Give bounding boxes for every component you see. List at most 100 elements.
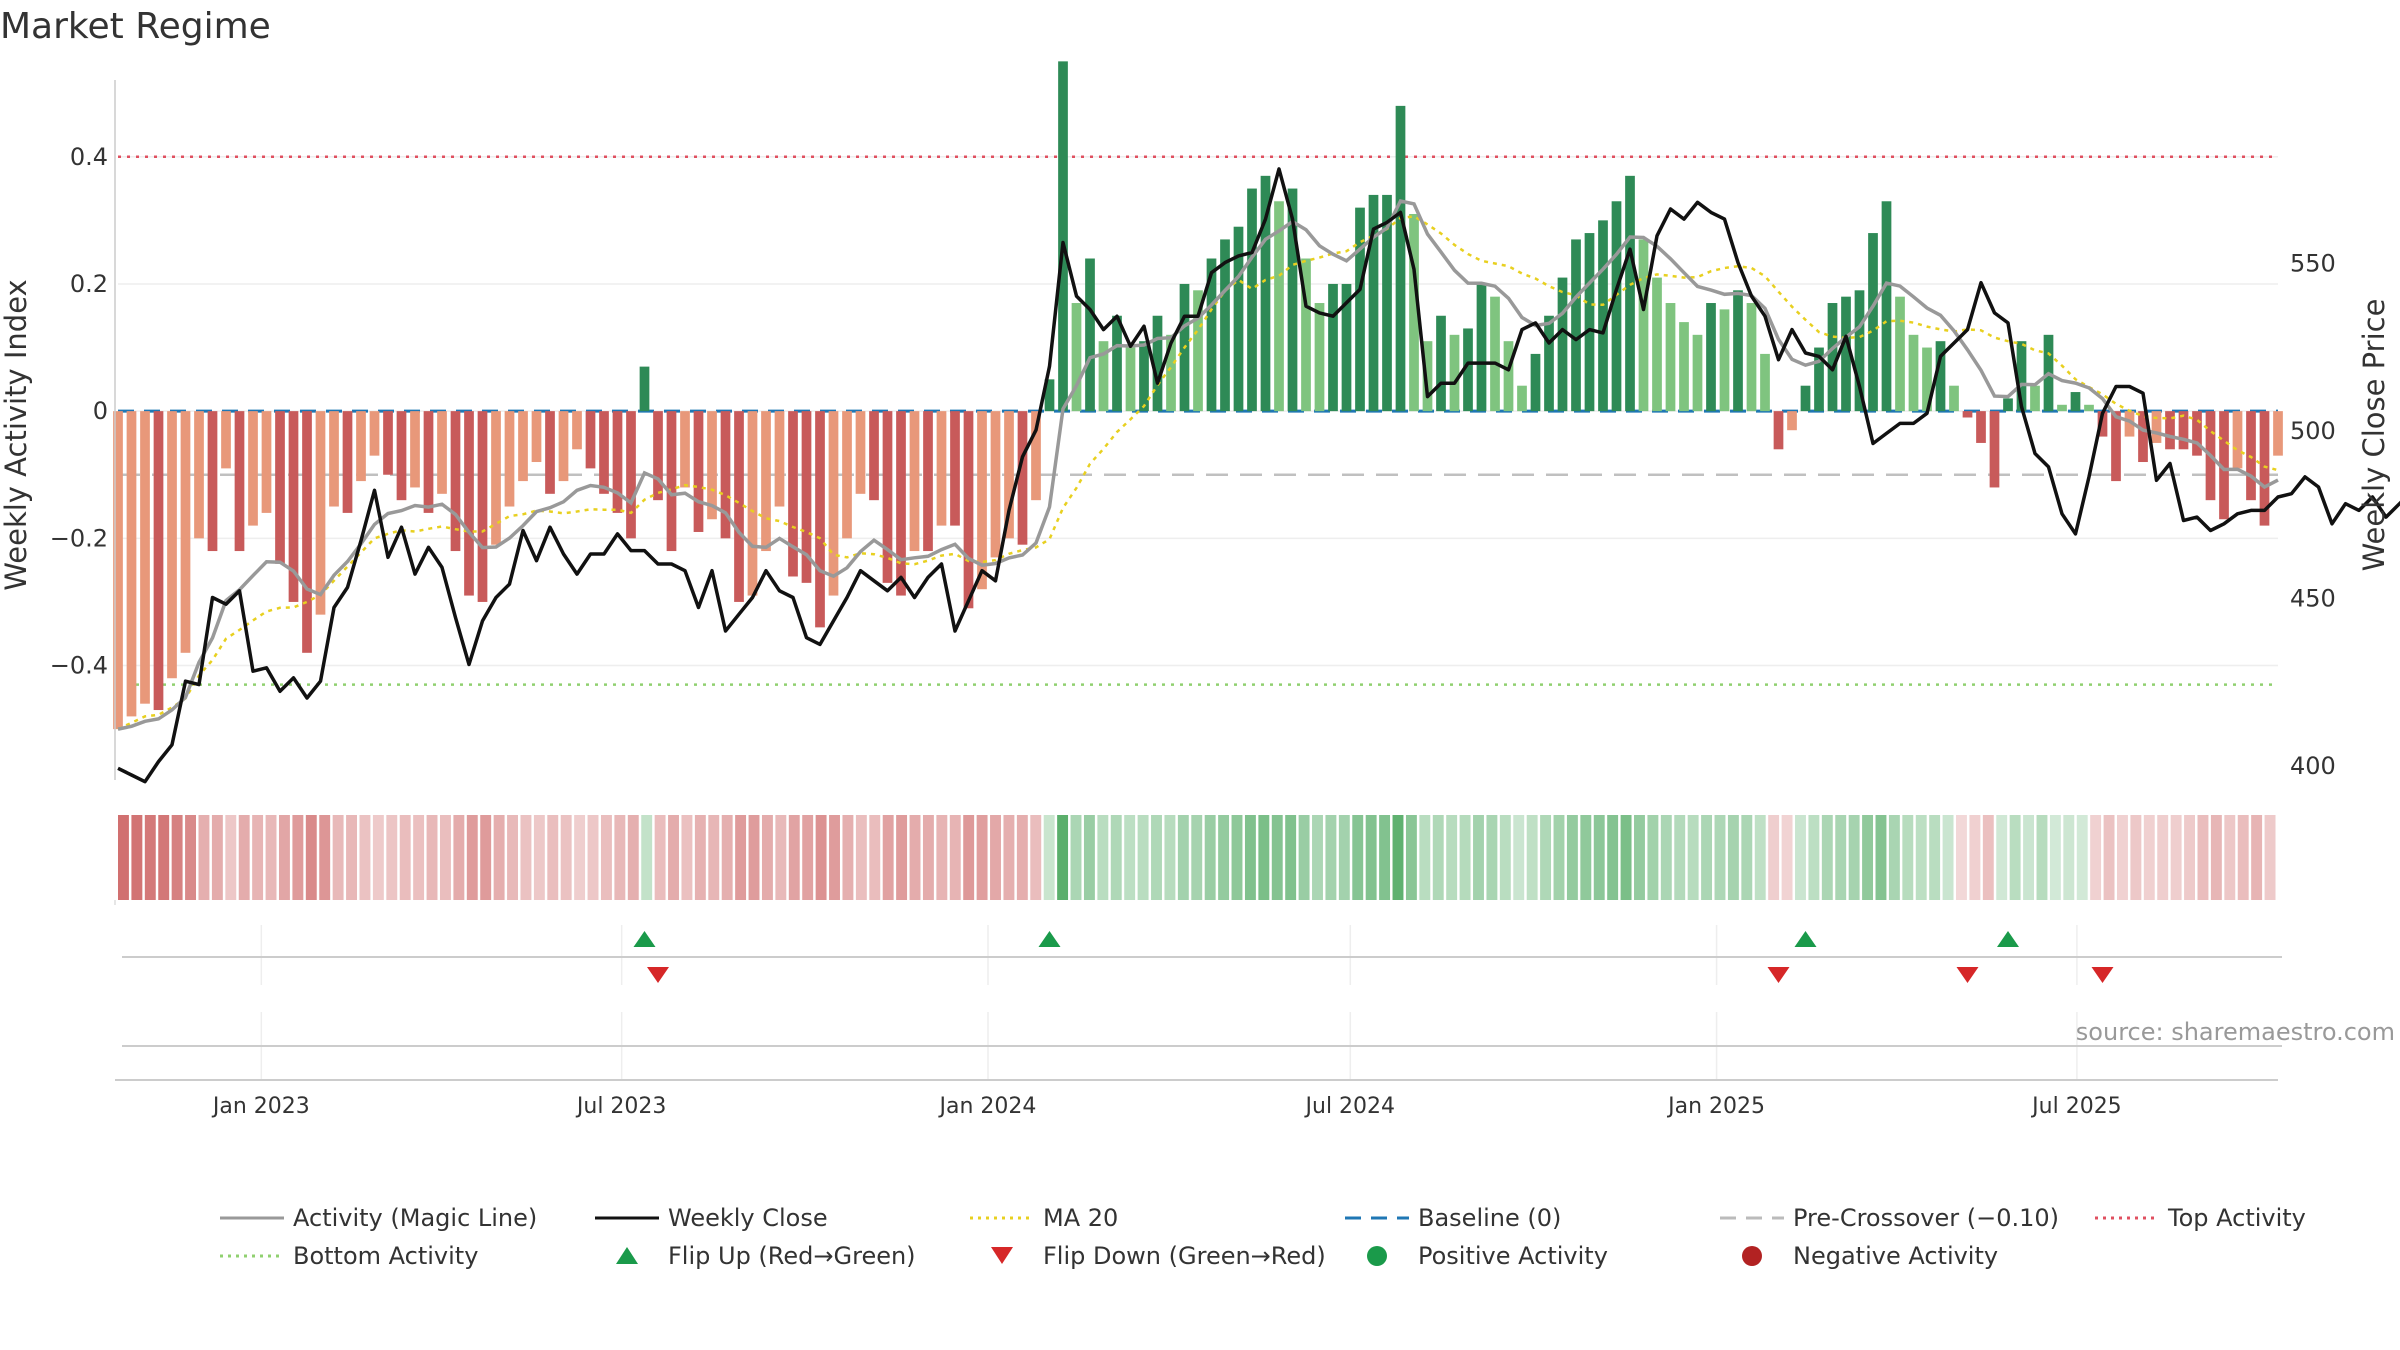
regime-cell [1218, 815, 1230, 900]
activity-bar [572, 411, 582, 450]
regime-cell [158, 815, 170, 900]
activity-bar [801, 411, 812, 583]
activity-bar [1260, 175, 1271, 412]
legend-label: Flip Down (Green→Red) [1043, 1242, 1326, 1270]
legend-label: Flip Up (Red→Green) [668, 1242, 916, 1270]
legend-label: Negative Activity [1793, 1242, 1998, 1270]
activity-bar [1652, 277, 1662, 412]
activity-bar [423, 411, 434, 513]
activity-bar [1638, 239, 1649, 412]
regime-cell [2184, 815, 2196, 900]
activity-bar [612, 411, 623, 513]
regime-cell [1151, 815, 1162, 900]
regime-strip [118, 815, 2276, 900]
activity-bar [1598, 220, 1608, 412]
regime-cell [171, 815, 183, 900]
activity-bar [491, 411, 501, 545]
regime-cell [1191, 815, 1203, 900]
activity-bar [2151, 411, 2162, 443]
chart-title: Market Regime [0, 6, 271, 47]
activity-bar [2097, 411, 2108, 437]
activity-bar [2003, 398, 2013, 412]
regime-cell [2117, 815, 2128, 900]
regime-cell [1097, 815, 1109, 900]
regime-cell [507, 815, 518, 900]
regime-cell [238, 815, 250, 900]
regime-cell [1741, 815, 1753, 900]
activity-bar [1854, 290, 1865, 412]
regime-cell [2036, 815, 2048, 900]
activity-bar [1490, 296, 1500, 412]
activity-bar [1112, 315, 1122, 412]
activity-bar [1787, 411, 1797, 431]
regime-cell [359, 815, 371, 900]
activity-bar [1922, 347, 1932, 412]
activity-bar [1422, 341, 1433, 412]
legend-label: Activity (Magic Line) [293, 1204, 537, 1232]
right-tick-label: 400 [2290, 752, 2336, 780]
legend-label: Weekly Close [668, 1204, 828, 1232]
regime-cell [1942, 815, 1954, 900]
regime-cell [1285, 815, 1297, 900]
regime-cell [2197, 815, 2209, 900]
regime-cell [1687, 815, 1699, 900]
activity-bar [275, 411, 285, 564]
regime-cell [1795, 815, 1806, 900]
activity-bar [1962, 411, 1973, 418]
activity-bar [1193, 290, 1203, 412]
activity-bar [1746, 303, 1757, 412]
regime-cell [1459, 815, 1471, 900]
date-tick-label: Jul 2025 [2030, 1094, 2122, 1119]
activity-bar [788, 411, 798, 577]
regime-cell [2143, 815, 2155, 900]
regime-cell [2210, 815, 2222, 900]
regime-cell [627, 815, 639, 900]
regime-cell [1929, 815, 1941, 900]
activity-bar [531, 411, 542, 463]
activity-bars [113, 61, 2283, 730]
activity-bar [558, 411, 569, 482]
activity-bar [369, 411, 380, 456]
activity-bar [1341, 283, 1352, 412]
activity-bar [882, 411, 893, 583]
flip-down-marker [2091, 967, 2114, 983]
activity-bar [1530, 353, 1541, 412]
activity-bar [288, 411, 299, 602]
regime-cell [1593, 815, 1605, 900]
regime-cell [1526, 815, 1538, 900]
activity-bar [248, 411, 258, 526]
regime-cell [1177, 815, 1189, 900]
activity-bar [2219, 411, 2229, 520]
regime-cell [1204, 815, 1216, 900]
regime-cell [614, 815, 626, 900]
activity-bar [113, 411, 123, 730]
flip-down-marker [1956, 967, 1979, 983]
regime-cell [1043, 815, 1055, 900]
regime-cell [265, 815, 277, 900]
regime-cell [1030, 815, 1042, 900]
regime-cell [1714, 815, 1726, 900]
activity-bar [1395, 105, 1406, 412]
regime-cell [399, 815, 411, 900]
date-tick-label: Jul 2023 [575, 1094, 667, 1119]
regime-cell [1392, 815, 1404, 900]
regime-cell [1070, 815, 1082, 900]
regime-cell [1244, 815, 1256, 900]
regime-cell [185, 815, 196, 900]
regime-cell [1057, 815, 1069, 900]
regime-cell [2237, 815, 2249, 900]
activity-bar [815, 411, 825, 628]
activity-bar [1665, 303, 1676, 412]
activity-bar [626, 411, 636, 539]
regime-cell [1432, 815, 1444, 900]
activity-bar [477, 411, 488, 602]
regime-cell [1848, 815, 1860, 900]
regime-cell [976, 815, 988, 900]
regime-cell [1915, 815, 1927, 900]
regime-cell [1016, 815, 1028, 900]
regime-cell [990, 815, 1001, 900]
activity-bar [2273, 411, 2283, 456]
legend-swatch [616, 1247, 638, 1264]
date-tick-label: Jan 2023 [211, 1094, 310, 1119]
activity-bar [923, 411, 933, 552]
